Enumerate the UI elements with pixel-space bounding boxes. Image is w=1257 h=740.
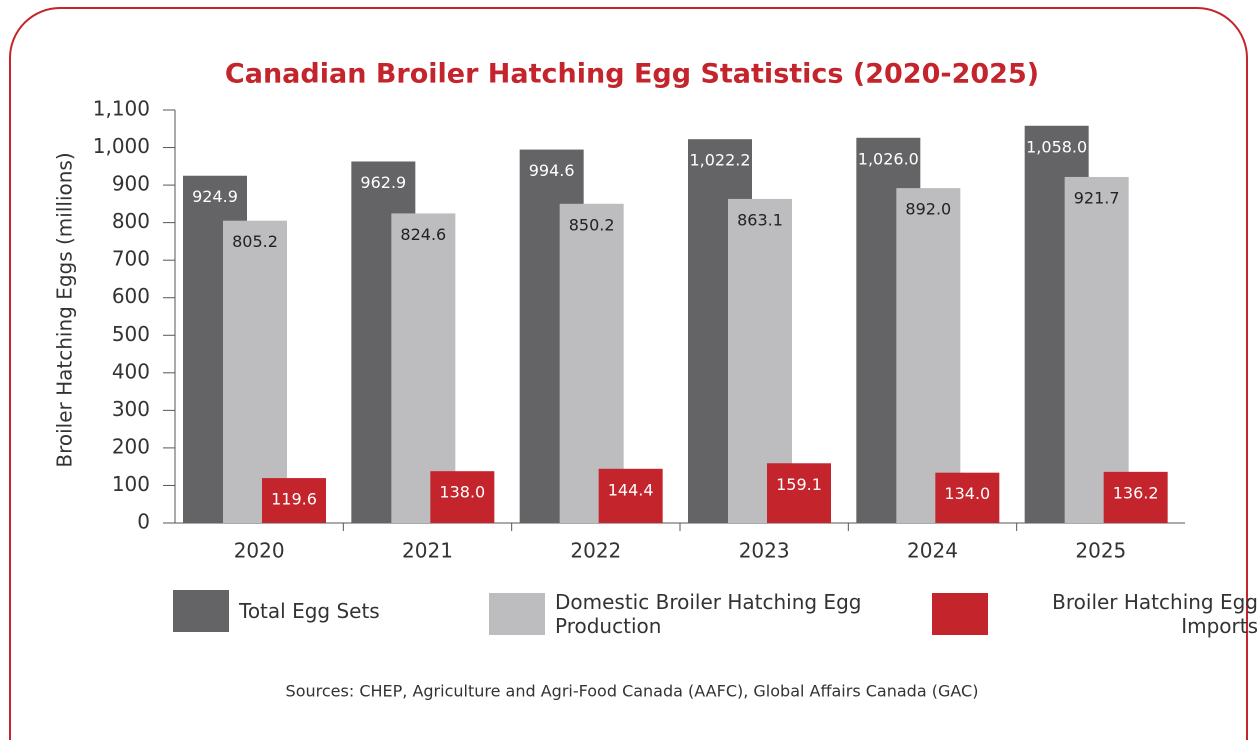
bar (1103, 471, 1168, 523)
bar (262, 478, 326, 523)
y-tick-label: 1,000 (93, 134, 150, 158)
legend-item: Domestic Broiler Hatching Egg Production (489, 590, 875, 638)
legend-label: Total Egg Sets (239, 599, 380, 623)
legend-item: Broiler Hatching Egg Imports (932, 590, 1257, 638)
legend-swatch (932, 593, 988, 635)
y-axis-label: Broiler Hatching Eggs (millions) (53, 152, 77, 467)
x-tick-label: 2020 (234, 539, 285, 563)
bar (767, 463, 831, 523)
data-label: 921.7 (1074, 188, 1120, 207)
x-tick-label: 2021 (402, 539, 453, 563)
data-label: 1,058.0 (1026, 137, 1087, 156)
y-tick-label: 100 (112, 472, 150, 496)
data-label: 1,022.2 (689, 151, 750, 170)
y-tick-label: 0 (137, 510, 150, 534)
y-tick-label: 700 (112, 247, 150, 271)
bar (935, 472, 1000, 523)
legend-label: Domestic Broiler Hatching Egg Production (555, 590, 862, 638)
bar (1064, 176, 1129, 523)
bar (223, 220, 287, 523)
x-tick-label: 2022 (570, 539, 621, 563)
bar (896, 188, 961, 523)
legend-label: Broiler Hatching Egg Imports (1052, 590, 1257, 638)
legend-swatch (489, 593, 545, 635)
data-label: 138.0 (439, 483, 485, 502)
y-tick-label: 300 (112, 397, 150, 421)
data-label: 824.6 (400, 225, 446, 244)
data-label: 136.2 (1113, 483, 1159, 502)
frame (9, 7, 1248, 740)
bar (430, 471, 495, 523)
data-label: 924.9 (192, 187, 238, 206)
y-tick-label: 1,100 (93, 97, 150, 121)
data-label: 994.6 (529, 161, 575, 180)
x-tick-label: 2023 (739, 539, 790, 563)
y-tick-label: 800 (112, 209, 150, 233)
legend-swatch (173, 590, 229, 632)
x-tick-label: 2024 (907, 539, 958, 563)
data-label: 863.1 (737, 210, 783, 229)
data-label: 892.0 (905, 200, 951, 219)
y-tick-label: 900 (112, 172, 150, 196)
data-label: 962.9 (360, 173, 406, 192)
data-label: 144.4 (608, 480, 654, 499)
data-label: 1,026.0 (858, 149, 919, 168)
data-label: 119.6 (271, 490, 317, 509)
y-tick-label: 500 (112, 322, 150, 346)
y-tick-label: 200 (112, 434, 150, 458)
data-label: 134.0 (944, 484, 990, 503)
data-label: 805.2 (232, 232, 278, 251)
data-label: 159.1 (776, 475, 822, 494)
x-tick-label: 2025 (1075, 539, 1126, 563)
source: Sources: CHEP, Agriculture and Agri-Food… (286, 682, 979, 701)
chart-title: Canadian Broiler Hatching Egg Statistics… (225, 59, 1039, 90)
y-tick-label: 400 (112, 359, 150, 383)
y-tick-label: 600 (112, 284, 150, 308)
data-label: 850.2 (569, 215, 615, 234)
bar (598, 468, 663, 523)
legend-item: Total Egg Sets (173, 590, 439, 632)
